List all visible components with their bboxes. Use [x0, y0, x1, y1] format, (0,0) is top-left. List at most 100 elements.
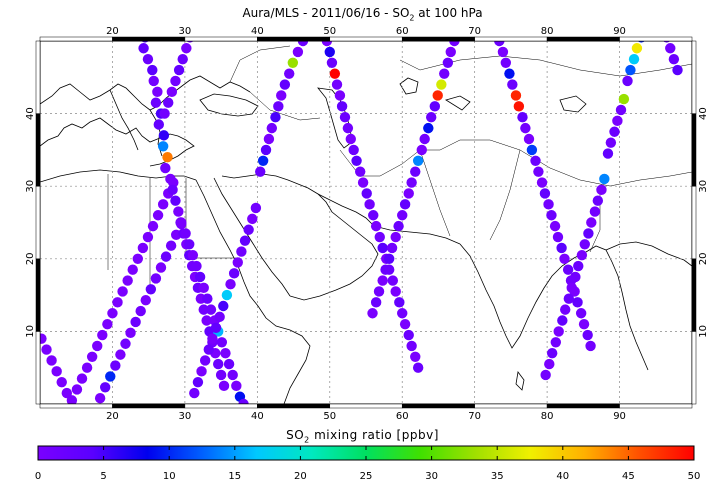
- so2-point-track-0: [76, 373, 88, 384]
- so2-point-track-4: [180, 228, 191, 239]
- so2-point-track-2: [158, 130, 170, 141]
- so2-point-track-7: [351, 155, 362, 166]
- so2-point-track-7: [339, 112, 351, 123]
- so2-point-track-5: [192, 377, 204, 388]
- so2-point-track-10: [631, 43, 643, 54]
- so2-point-track-0: [71, 384, 83, 395]
- so2-point-track-8: [370, 297, 382, 308]
- so2-point-track-7: [336, 101, 348, 112]
- so2-point-track-5: [203, 344, 214, 355]
- so2-point-track-0: [81, 362, 93, 373]
- so2-point-track-2: [142, 53, 154, 65]
- lon-tick-top: 60: [396, 26, 409, 37]
- so2-point-track-10: [625, 64, 636, 76]
- axis-bar-bottom: [39, 403, 113, 409]
- so2-point-track-7: [412, 362, 424, 373]
- so2-point-track-6: [297, 41, 309, 47]
- so2-point-track-4: [194, 271, 206, 283]
- axis-bar-right: [691, 40, 697, 114]
- so2-point-track-6: [273, 101, 284, 112]
- so2-point-track-9: [552, 231, 564, 243]
- so2-point-track-5: [247, 213, 258, 225]
- so2-point-track-2: [173, 206, 184, 217]
- so2-point-track-2: [157, 141, 169, 152]
- lon-tick-bottom: 20: [106, 411, 119, 422]
- so2-point-track-9: [510, 90, 522, 101]
- so2-point-track-8: [429, 101, 441, 112]
- map-title: Aura/MLS - 2011/06/16 - SO2 at 100 hPa: [242, 6, 483, 23]
- so2-point-track-8: [426, 112, 437, 123]
- so2-point-track-2: [147, 64, 158, 76]
- so2-point-track-10: [546, 347, 558, 359]
- lon-tick-bottom: 40: [251, 411, 264, 422]
- so2-point-track-1: [100, 382, 111, 393]
- so2-point-track-9: [539, 188, 551, 199]
- so2-point-track-8: [412, 155, 424, 166]
- so2-point-track-6: [292, 46, 304, 58]
- axis-bar-top: [39, 36, 113, 42]
- so2-point-track-4: [216, 337, 228, 348]
- so2-point-track-1: [165, 240, 177, 251]
- so2-point-track-7: [397, 308, 408, 319]
- so2-point-track-5: [214, 311, 225, 323]
- lat-tick-left: 40: [25, 107, 36, 120]
- so2-point-track-10: [573, 260, 584, 272]
- so2-point-track-8: [393, 220, 404, 232]
- so2-point-track-0: [122, 275, 133, 286]
- so2-point-track-1: [120, 338, 131, 349]
- so2-point-track-8: [436, 79, 447, 90]
- lon-tick-bottom: 30: [179, 411, 192, 422]
- so2-point-track-10: [563, 293, 575, 304]
- so2-point-track-3: [163, 97, 174, 108]
- so2-point-track-1: [145, 284, 157, 295]
- so2-point-track-10: [592, 195, 604, 206]
- so2-measurements: [40, 41, 683, 404]
- so2-point-track-5: [207, 333, 218, 344]
- so2-point-track-9: [530, 155, 541, 166]
- so2-point-track-4: [198, 282, 209, 294]
- so2-point-track-6: [276, 90, 287, 101]
- colorbar-tick-label: 20: [294, 471, 307, 482]
- so2-point-track-10: [553, 326, 564, 337]
- so2-point-track-0: [40, 333, 47, 344]
- so2-point-track-5: [218, 300, 229, 312]
- so2-point-track-8: [390, 231, 401, 243]
- axis-bar-top: [546, 36, 620, 42]
- lat-tick-left: 20: [25, 252, 36, 265]
- so2-point-track-5: [228, 268, 240, 279]
- axis-bar-bottom: [401, 403, 475, 409]
- so2-point-track-10: [544, 358, 555, 370]
- so2-point-track-2: [162, 151, 173, 163]
- so2-point-track-5: [221, 289, 233, 301]
- so2-point-track-7: [410, 351, 421, 363]
- so2-point-track-8: [442, 57, 454, 68]
- so2-point-track-7: [342, 122, 354, 134]
- so2-point-track-10: [550, 337, 562, 348]
- so2-point-track-9: [585, 340, 596, 352]
- so2-point-track-9: [507, 79, 518, 90]
- so2-point-track-10: [622, 75, 633, 87]
- so2-point-track-1: [125, 327, 136, 339]
- so2-point-track-2: [152, 86, 163, 98]
- so2-point-track-10: [570, 271, 581, 283]
- so2-point-track-7: [364, 199, 375, 210]
- so2-point-track-9: [575, 308, 587, 319]
- so2-point-track-0: [41, 344, 52, 355]
- so2-point-track-2: [218, 380, 230, 392]
- so2-point-track-7: [357, 177, 369, 188]
- so2-point-track-10: [589, 206, 601, 217]
- so2-point-track-10: [628, 53, 640, 65]
- so2-point-track-0: [97, 329, 108, 341]
- axis-bar-bottom: [619, 403, 693, 409]
- axis-bar-top: [184, 36, 258, 42]
- so2-point-track-4: [184, 239, 195, 250]
- so2-point-track-8: [386, 242, 398, 254]
- colorbar-tick-label: 10: [163, 471, 176, 482]
- so2-point-track-6: [255, 166, 266, 177]
- so2-point-track-0: [66, 395, 78, 404]
- colorbar-tick-label: 5: [100, 471, 106, 482]
- so2-point-track-10: [596, 184, 607, 196]
- so2-point-track-8: [397, 210, 408, 221]
- so2-point-track-6: [270, 112, 281, 123]
- so2-point-track-9: [500, 57, 512, 68]
